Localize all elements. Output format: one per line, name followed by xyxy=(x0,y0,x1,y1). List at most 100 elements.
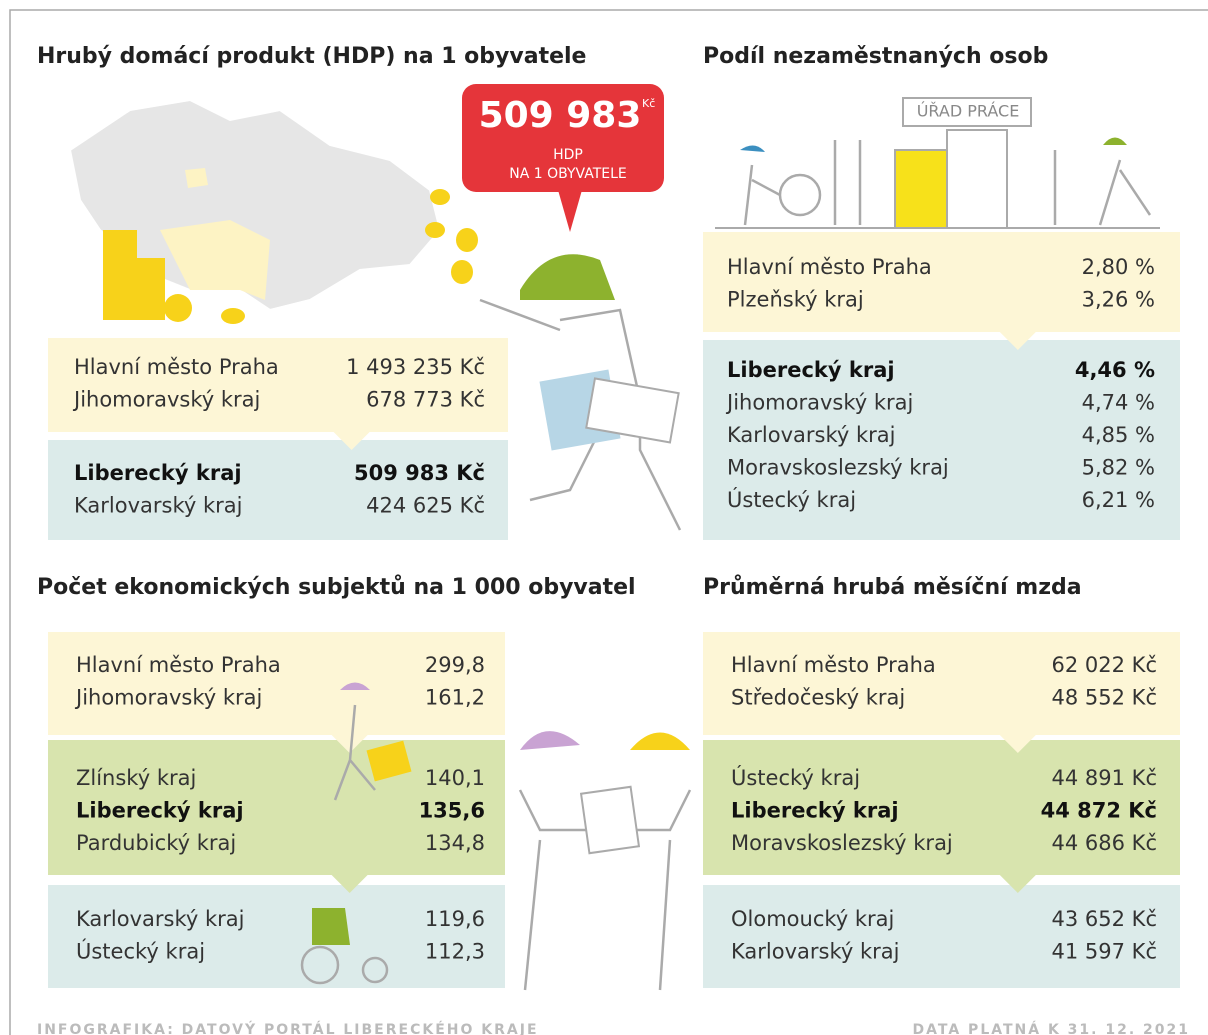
coin xyxy=(425,222,445,238)
helmet xyxy=(340,682,370,690)
row-value: 135,6 xyxy=(419,799,485,823)
frame xyxy=(9,9,1208,1035)
coin xyxy=(221,308,245,324)
row-name: Hlavní město Praha xyxy=(74,355,279,379)
section-boxes xyxy=(703,232,1180,540)
people xyxy=(518,789,692,991)
row-value: 43 652 Kč xyxy=(1052,907,1157,931)
tractor-wheel xyxy=(361,956,389,984)
row-value: 62 022 Kč xyxy=(1052,653,1157,677)
row-name: Plzeňský kraj xyxy=(727,288,864,312)
row-value: 6,21 % xyxy=(1082,488,1155,512)
row-value: 44 872 Kč xyxy=(1041,799,1157,823)
row-name: Jihomoravský kraj xyxy=(72,388,260,412)
pram xyxy=(778,173,822,217)
building xyxy=(894,149,948,229)
callout-box xyxy=(462,84,664,192)
section-boxes xyxy=(48,632,505,988)
helmet xyxy=(1103,137,1127,145)
row-name: Karlovarský kraj xyxy=(731,940,899,964)
helmet xyxy=(740,145,765,152)
callout-pointer xyxy=(558,190,582,232)
group-box xyxy=(48,740,505,875)
row-value: 41 597 Kč xyxy=(1052,940,1157,964)
callout-label: HDP xyxy=(553,147,583,163)
footer-right: DATA PLATNÁ K 31. 12. 2021 xyxy=(913,1021,1190,1035)
helmet xyxy=(520,254,615,300)
row-name: Karlovarský kraj xyxy=(74,494,242,518)
tractor-wheel xyxy=(300,945,340,985)
coins xyxy=(135,258,165,320)
section-title: Podíl nezaměstnaných osob xyxy=(703,44,1048,69)
row-name: Olomoucký kraj xyxy=(731,907,894,931)
row-name: Jihomoravský kraj xyxy=(74,686,262,710)
coin xyxy=(451,260,473,284)
row-name: Hlavní město Praha xyxy=(727,255,932,279)
row-name: Ústecký kraj xyxy=(727,487,856,512)
row-value: 424 625 Kč xyxy=(366,494,485,518)
row-value: 112,3 xyxy=(425,940,485,964)
group-box xyxy=(48,885,505,988)
row-value: 48 552 Kč xyxy=(1052,686,1157,710)
group-notch xyxy=(999,875,1036,893)
row-name: Ústecký kraj xyxy=(76,939,205,964)
row-name: Ústecký kraj xyxy=(731,765,860,790)
row-value: 299,8 xyxy=(425,653,485,677)
illustrations xyxy=(68,97,1160,991)
building xyxy=(946,129,1008,229)
coin xyxy=(430,189,450,205)
row-name: Moravskoslezský kraj xyxy=(727,456,949,480)
row-name: Moravskoslezský kraj xyxy=(731,831,953,855)
callout-unit: Kč xyxy=(642,97,655,110)
callout: 509 983 Kč HDP NA 1 OBYVATELE xyxy=(462,84,664,232)
map-region xyxy=(160,220,270,300)
row-value: 4,74 % xyxy=(1082,391,1155,415)
row-name: Karlovarský kraj xyxy=(76,907,244,931)
group-box xyxy=(703,340,1180,540)
helmet xyxy=(630,732,690,750)
group-box xyxy=(703,885,1180,988)
group-notch xyxy=(331,735,368,753)
row-name: Zlínský kraj xyxy=(76,766,196,790)
row-value: 44 686 Kč xyxy=(1052,831,1157,855)
row-name: Jihomoravský kraj xyxy=(725,391,913,415)
section-title: Hrubý domácí produkt (HDP) na 1 obyvatel… xyxy=(37,44,586,69)
tractor xyxy=(312,908,350,945)
row-value: 3,26 % xyxy=(1082,288,1155,312)
group-box xyxy=(48,632,505,735)
row-value: 140,1 xyxy=(425,766,485,790)
sign-text: ÚŘAD PRÁCE xyxy=(917,102,1020,121)
group-box xyxy=(703,632,1180,735)
map-region xyxy=(185,168,208,188)
row-value: 134,8 xyxy=(425,831,485,855)
row-name: Karlovarský kraj xyxy=(727,423,895,447)
row-name: Liberecký kraj xyxy=(76,799,244,823)
row-value: 119,6 xyxy=(425,907,485,931)
row-value: 4,85 % xyxy=(1082,423,1155,447)
papers xyxy=(585,377,680,444)
section-title: Průměrná hrubá měsíční mzda xyxy=(703,575,1082,600)
row-value: 509 983 Kč xyxy=(354,461,485,485)
sign-box xyxy=(902,97,1032,127)
group-box xyxy=(48,338,508,432)
helmet xyxy=(520,731,580,750)
row-name: Středočeský kraj xyxy=(731,686,905,710)
row-value: 44 891 Kč xyxy=(1052,766,1157,790)
row-value: 5,82 % xyxy=(1082,456,1155,480)
group-notch xyxy=(333,432,370,450)
row-value: 161,2 xyxy=(425,686,485,710)
section-boxes xyxy=(703,632,1180,988)
row-name: Liberecký kraj xyxy=(74,461,242,485)
row-name: Hlavní město Praha xyxy=(731,653,936,677)
row-name: Hlavní město Praha xyxy=(76,653,281,677)
person xyxy=(333,704,376,801)
group-notch xyxy=(999,332,1036,350)
row-value: 4,46 % xyxy=(1075,358,1155,382)
briefcase xyxy=(366,740,412,782)
section-title: Počet ekonomických subjektů na 1 000 oby… xyxy=(37,575,636,600)
row-name: Pardubický kraj xyxy=(76,831,236,855)
callout-value: 509 983 xyxy=(479,95,642,136)
group-box xyxy=(703,232,1180,332)
coins xyxy=(103,230,137,320)
group-notch xyxy=(999,735,1036,753)
